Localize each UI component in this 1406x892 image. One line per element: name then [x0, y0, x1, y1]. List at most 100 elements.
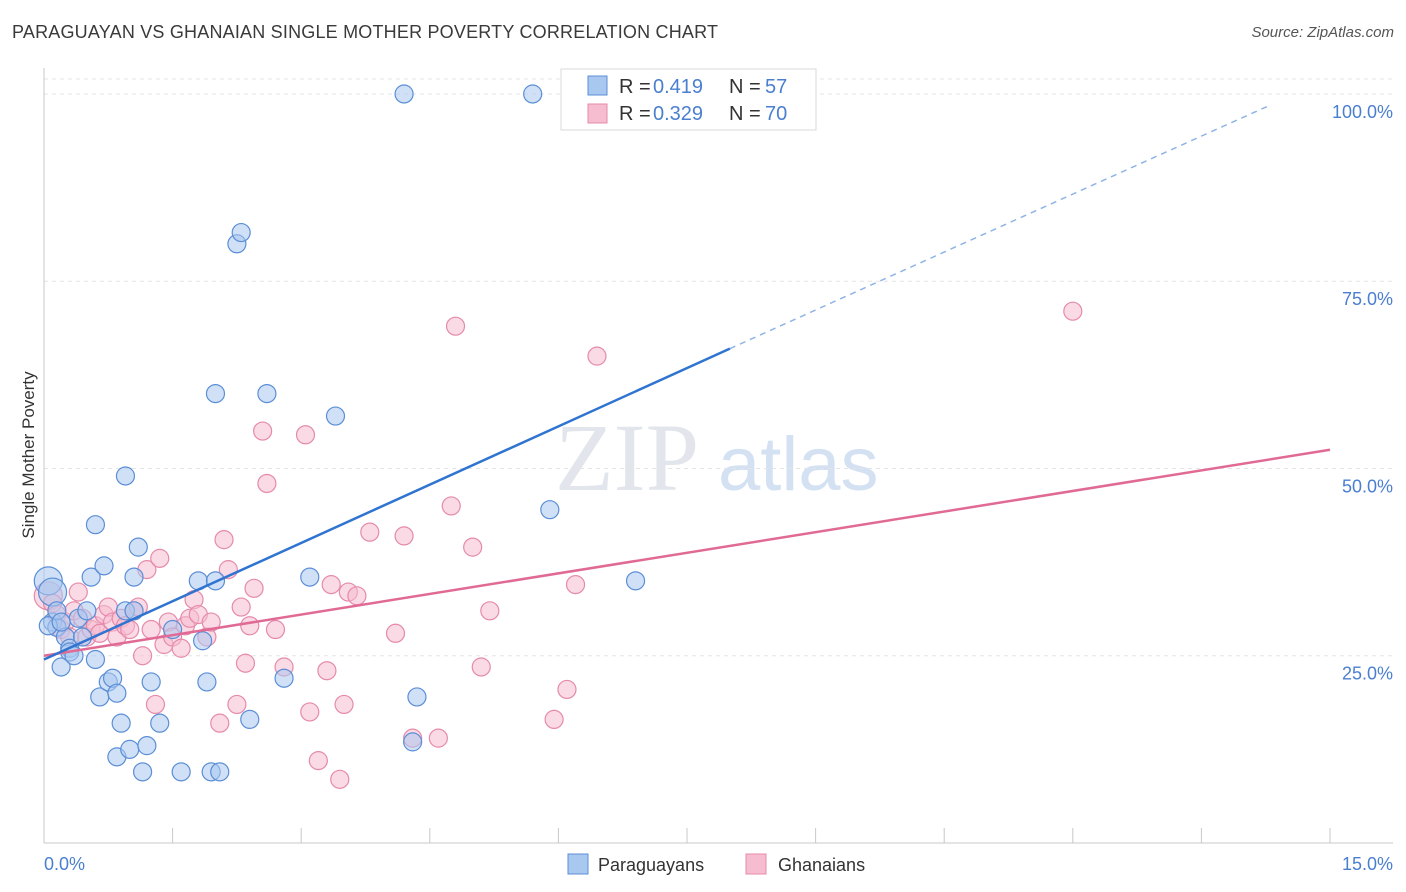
paraguayans-point	[240, 709, 260, 730]
x-tick-label-max: 15.0%	[1342, 854, 1393, 874]
paraguayans-point	[120, 739, 140, 759]
ghanaians-trend-line	[43, 448, 1331, 657]
paraguayans-point	[205, 383, 226, 404]
axes	[43, 68, 1393, 844]
paraguayans-point	[210, 762, 230, 782]
ghanaians-point	[227, 694, 247, 715]
bottom-legend-label-paraguayans: Paraguayans	[598, 855, 704, 875]
ghanaians-point	[330, 769, 350, 789]
ghanaians-point	[463, 537, 483, 557]
paraguayans-point	[81, 567, 101, 587]
ghanaians-point	[428, 728, 448, 748]
paraguayans-point	[625, 571, 646, 591]
paraguayans-point	[85, 515, 106, 535]
paraguayans-point	[257, 383, 277, 404]
paraguayans-point	[407, 687, 427, 707]
ghanaians-point	[257, 473, 277, 494]
bottom-legend-swatch-ghanaians	[745, 853, 767, 875]
ghanaians-point	[317, 661, 337, 681]
ghanaians-point	[321, 574, 341, 595]
paraguayans-point	[85, 649, 106, 670]
bottom-legend: Paraguayans Ghanaians	[567, 853, 865, 875]
ghanaians-point	[231, 597, 251, 617]
paraguayans-point	[111, 713, 131, 733]
ghanaians-point	[265, 619, 286, 640]
ghanaians-point	[394, 526, 414, 546]
chart-title: PARAGUAYAN VS GHANAIAN SINGLE MOTHER POV…	[12, 22, 719, 42]
paraguayans-trend-extension	[729, 104, 1271, 350]
paraguayans-point	[141, 672, 161, 692]
legend-swatch-ghanaians	[587, 103, 608, 124]
ghanaians-point	[171, 638, 191, 658]
legend: R = 0.419 N = 57 R = 0.329 N = 70	[560, 68, 817, 131]
ghanaians-points	[33, 301, 1083, 789]
paraguayans-point	[403, 732, 423, 752]
paraguayans-point	[540, 500, 560, 520]
bottom-legend-label-ghanaians: Ghanaians	[778, 855, 865, 875]
ghanaians-point	[480, 601, 500, 621]
paraguayans-point	[94, 556, 114, 576]
y-tick-label: 50.0%	[1342, 476, 1393, 496]
legend-r-value-2: 0.329	[653, 103, 703, 125]
paraguayans-point	[124, 567, 144, 587]
ghanaians-point	[544, 709, 564, 730]
ghanaians-point	[300, 702, 320, 722]
paraguayans-point	[107, 683, 127, 703]
watermark-atlas: atlas	[718, 422, 879, 507]
ghanaians-point	[360, 522, 380, 542]
ghanaians-point	[295, 425, 316, 445]
bottom-legend-swatch-paraguayans	[567, 853, 589, 875]
ghanaians-point	[201, 612, 221, 632]
ghanaians-point	[235, 653, 256, 673]
paraguayans-point	[128, 537, 148, 557]
paraguayans-point	[300, 567, 320, 587]
ghanaians-point	[308, 751, 328, 771]
ghanaians-point	[347, 586, 367, 606]
watermark-zip: ZIP	[555, 404, 699, 511]
y-tick-label: 75.0%	[1342, 289, 1393, 309]
paraguayans-point	[77, 601, 97, 621]
source-label: Source: ZipAtlas.com	[1251, 24, 1394, 41]
legend-r-value-1: 0.419	[653, 76, 703, 98]
paraguayans-point	[394, 84, 414, 104]
legend-n-label-2: N =	[729, 103, 761, 125]
y-tick-labels: 25.0% 50.0% 75.0% 100.0%	[1332, 102, 1393, 684]
ghanaians-point	[1063, 301, 1083, 321]
y-tick-label: 100.0%	[1332, 102, 1393, 122]
legend-swatch-paraguayans	[587, 75, 608, 96]
ghanaians-point	[334, 694, 354, 715]
legend-n-label-1: N =	[729, 76, 761, 98]
paraguayans-point	[274, 668, 294, 688]
paraguayans-point	[137, 736, 157, 756]
ghanaians-point	[68, 582, 88, 602]
paraguayans-point	[51, 657, 71, 677]
trend-lines	[43, 104, 1331, 661]
gridlines	[44, 78, 1393, 657]
ghanaians-point	[471, 657, 491, 677]
paraguayans-point	[231, 222, 251, 243]
paraguayans-point	[523, 84, 543, 104]
paraguayans-point	[51, 612, 71, 632]
paraguayans-point	[37, 577, 68, 607]
paraguayans-point	[325, 406, 346, 426]
ghanaians-point	[132, 646, 153, 666]
legend-r-label-1: R =	[619, 76, 651, 98]
ghanaians-point	[587, 346, 607, 366]
ghanaians-point	[240, 616, 260, 636]
legend-n-value-1: 57	[765, 76, 787, 98]
legend-n-value-2: 70	[765, 103, 787, 125]
paraguayans-point	[150, 713, 170, 733]
paraguayans-point	[115, 466, 136, 486]
ghanaians-point	[445, 316, 466, 336]
paraguayans-points	[33, 84, 646, 782]
ghanaians-point	[210, 713, 230, 733]
paraguayans-point	[171, 762, 191, 782]
paraguayans-trend-line	[43, 347, 731, 661]
paraguayans-point	[193, 631, 213, 651]
ghanaians-point	[385, 623, 406, 643]
ghanaians-point	[244, 578, 264, 598]
ghanaians-point	[441, 496, 461, 516]
ghanaians-point	[565, 574, 586, 595]
ghanaians-point	[253, 421, 273, 441]
